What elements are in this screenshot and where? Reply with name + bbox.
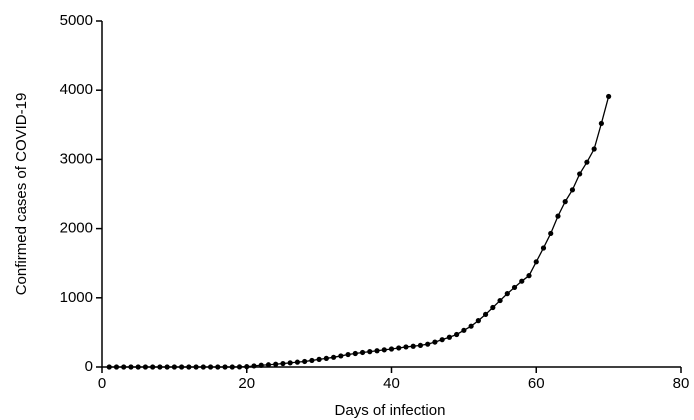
data-point xyxy=(128,364,134,370)
data-point xyxy=(569,187,576,193)
data-point xyxy=(591,146,597,152)
data-point xyxy=(273,361,279,367)
x-tick-label: 20 xyxy=(238,375,255,392)
data-point xyxy=(179,364,185,370)
data-point xyxy=(461,327,467,333)
data-point xyxy=(294,359,301,365)
data-point xyxy=(425,341,431,347)
x-tick-label: 0 xyxy=(98,375,106,392)
data-point xyxy=(511,284,518,291)
data-point xyxy=(381,347,387,353)
data-point xyxy=(468,323,474,329)
data-point xyxy=(244,364,250,370)
data-point xyxy=(432,339,438,345)
data-point xyxy=(316,356,322,362)
data-point xyxy=(359,349,366,356)
y-tick-label: 2000 xyxy=(60,220,93,237)
data-point xyxy=(439,337,445,343)
data-point xyxy=(142,364,149,370)
data-point xyxy=(121,364,127,370)
data-point xyxy=(236,364,243,370)
data-point xyxy=(193,364,199,370)
data-point xyxy=(526,273,532,279)
data-point xyxy=(396,345,402,351)
data-point xyxy=(504,291,510,297)
y-tick-label: 3000 xyxy=(60,150,93,167)
data-point xyxy=(482,311,489,318)
y-axis-label: Confirmed cases of COVID-19 xyxy=(13,93,30,296)
data-point xyxy=(200,364,206,370)
data-line xyxy=(109,96,610,368)
data-point xyxy=(280,360,286,367)
data-point xyxy=(135,364,141,370)
data-point xyxy=(454,331,460,338)
data-point xyxy=(540,245,547,251)
x-tick-label: 60 xyxy=(528,375,545,392)
y-tick-label: 4000 xyxy=(60,81,93,98)
data-point xyxy=(338,353,344,359)
data-point xyxy=(403,344,409,350)
data-point xyxy=(186,364,192,370)
data-point xyxy=(157,364,163,370)
data-point xyxy=(490,304,496,311)
data-point xyxy=(446,334,452,340)
data-point xyxy=(497,297,503,304)
data-point xyxy=(265,362,272,368)
data-point xyxy=(251,363,257,369)
data-point xyxy=(229,364,235,370)
data-point xyxy=(106,364,112,370)
x-axis-label: Days of infection xyxy=(335,402,446,419)
data-point xyxy=(548,230,554,237)
data-point xyxy=(417,342,424,349)
y-tick-label: 1000 xyxy=(60,289,93,306)
data-point xyxy=(302,358,308,365)
y-tick-label: 0 xyxy=(85,358,93,375)
data-point xyxy=(577,171,583,177)
data-point xyxy=(331,354,337,360)
data-point xyxy=(287,360,293,366)
data-point xyxy=(113,364,120,370)
x-tick-label: 80 xyxy=(673,375,690,392)
data-point xyxy=(606,93,612,100)
x-tick-label: 40 xyxy=(383,375,400,392)
data-point xyxy=(555,213,561,219)
data-point xyxy=(345,351,351,358)
data-point xyxy=(323,355,329,361)
data-point xyxy=(258,362,264,368)
data-point xyxy=(374,348,380,354)
data-point xyxy=(519,278,525,284)
data-point xyxy=(215,364,221,370)
data-point xyxy=(367,349,373,355)
data-point xyxy=(207,364,214,370)
data-point xyxy=(562,199,568,205)
data-point xyxy=(164,364,170,370)
data-point xyxy=(410,343,416,349)
data-point xyxy=(150,364,156,370)
data-point xyxy=(352,350,358,357)
data-point xyxy=(388,346,395,352)
data-point xyxy=(475,318,481,324)
data-point xyxy=(222,364,228,370)
data-point xyxy=(171,364,177,370)
data-point xyxy=(598,120,604,127)
y-tick-label: 5000 xyxy=(60,12,93,29)
data-point xyxy=(584,159,590,165)
data-point xyxy=(533,259,539,265)
data-point xyxy=(309,357,315,364)
